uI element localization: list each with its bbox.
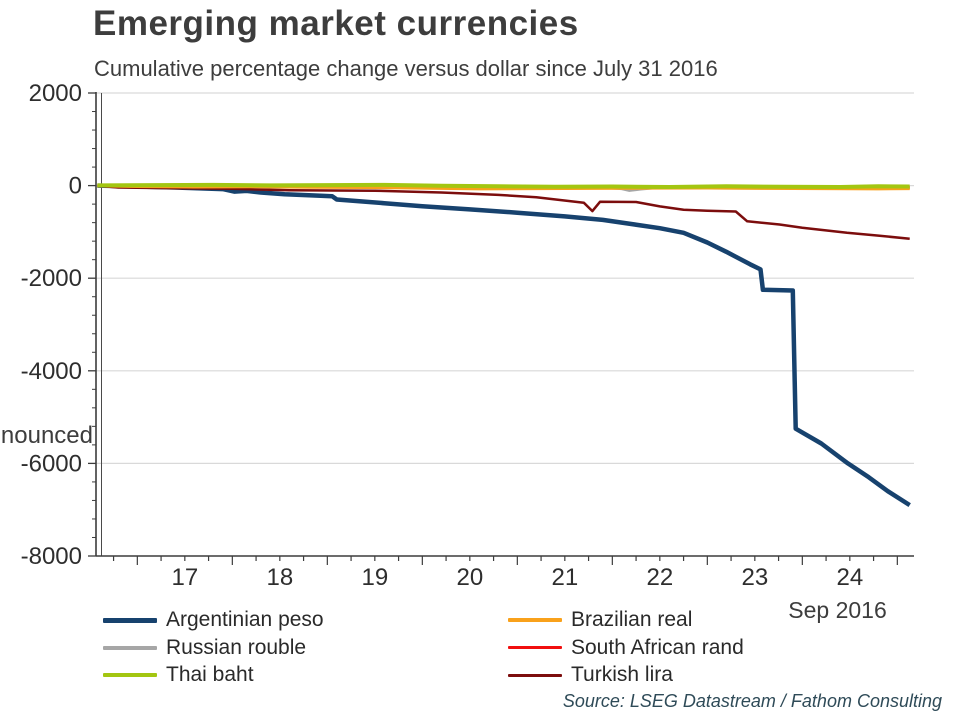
x-tick-label-23: 23 bbox=[741, 564, 768, 591]
y-tick-label--6000: -6000 bbox=[21, 450, 82, 477]
x-tick-label-20: 20 bbox=[456, 564, 483, 591]
x-tick-label-18: 18 bbox=[266, 564, 293, 591]
y-tick-label--2000: -2000 bbox=[21, 265, 82, 292]
series-line-turkish-lira bbox=[97, 184, 910, 241]
source-credit: Source: LSEG Datastream / Fathom Consult… bbox=[562, 691, 942, 711]
y-tick-label--8000: -8000 bbox=[21, 543, 82, 570]
x-tick-label-24: 24 bbox=[836, 564, 863, 591]
chart-subtitle: Cumulative percentage change versus doll… bbox=[94, 56, 718, 81]
series-line-argentinian-peso bbox=[97, 183, 911, 507]
x-tick-label-17: 17 bbox=[171, 564, 198, 591]
page-title: Emerging market currencies bbox=[93, 4, 579, 43]
y-tick-label--4000: -4000 bbox=[21, 358, 82, 385]
x-axis-end-label: Sep 2016 bbox=[788, 597, 887, 623]
x-tick-label-22: 22 bbox=[646, 564, 673, 591]
y-tick-label-0: 0 bbox=[69, 173, 82, 200]
series-line-thai-baht bbox=[97, 182, 910, 189]
y-tick-label-2000: 2000 bbox=[29, 80, 82, 107]
clipped-axis-annotation: nounced bbox=[0, 422, 93, 449]
x-tick-label-21: 21 bbox=[551, 564, 578, 591]
x-tick-label-19: 19 bbox=[361, 564, 388, 591]
